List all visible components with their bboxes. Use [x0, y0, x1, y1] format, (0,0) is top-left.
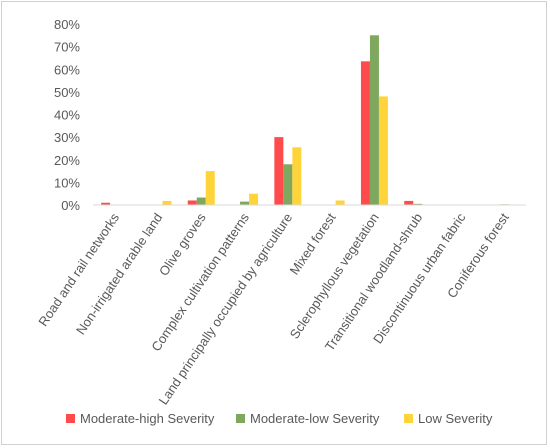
- legend-swatch: [404, 414, 413, 423]
- y-tick-label: 60%: [54, 62, 80, 77]
- bar-2-8: [413, 203, 423, 205]
- y-tick-label: 80%: [54, 17, 80, 32]
- x-tick-label: Road and rail networks: [35, 210, 122, 329]
- bar-3-5: [292, 147, 302, 205]
- y-tick-label: 10%: [54, 175, 80, 190]
- legend-label: Moderate-low Severity: [250, 411, 380, 426]
- bar-1-7: [360, 61, 370, 205]
- bar-2-4: [240, 201, 250, 205]
- bar-1-1: [101, 202, 111, 205]
- bar-3-3: [205, 171, 215, 205]
- bar-3-6: [335, 200, 345, 205]
- legend-label: Moderate-high Severity: [80, 411, 215, 426]
- bar-1-8: [404, 200, 414, 205]
- bar-3-2: [162, 200, 172, 205]
- y-tick-label: 40%: [54, 108, 80, 123]
- bar-2-7: [369, 35, 379, 205]
- y-tick-label: 30%: [54, 130, 80, 145]
- bars: [101, 35, 509, 205]
- y-tick-label: 20%: [54, 153, 80, 168]
- y-tick-label: 0%: [61, 198, 80, 213]
- y-tick-label: 70%: [54, 40, 80, 55]
- legend-swatch: [236, 414, 245, 423]
- bar-3-4: [249, 193, 259, 205]
- y-axis-ticks: 0% 10% 20% 30% 40% 50% 60% 70% 80%: [54, 17, 80, 213]
- x-tick-label: Non-irrigated arable land: [73, 210, 165, 337]
- bar-1-3: [187, 200, 197, 205]
- legend-label: Low Severity: [418, 411, 493, 426]
- legend-swatch: [66, 414, 75, 423]
- bar-1-5: [274, 137, 284, 205]
- bar-2-3: [196, 197, 206, 205]
- bar-2-5: [283, 164, 293, 205]
- legend: Moderate-high Severity Moderate-low Sever…: [66, 411, 493, 426]
- y-tick-label: 50%: [54, 85, 80, 100]
- bar-3-7: [378, 96, 388, 205]
